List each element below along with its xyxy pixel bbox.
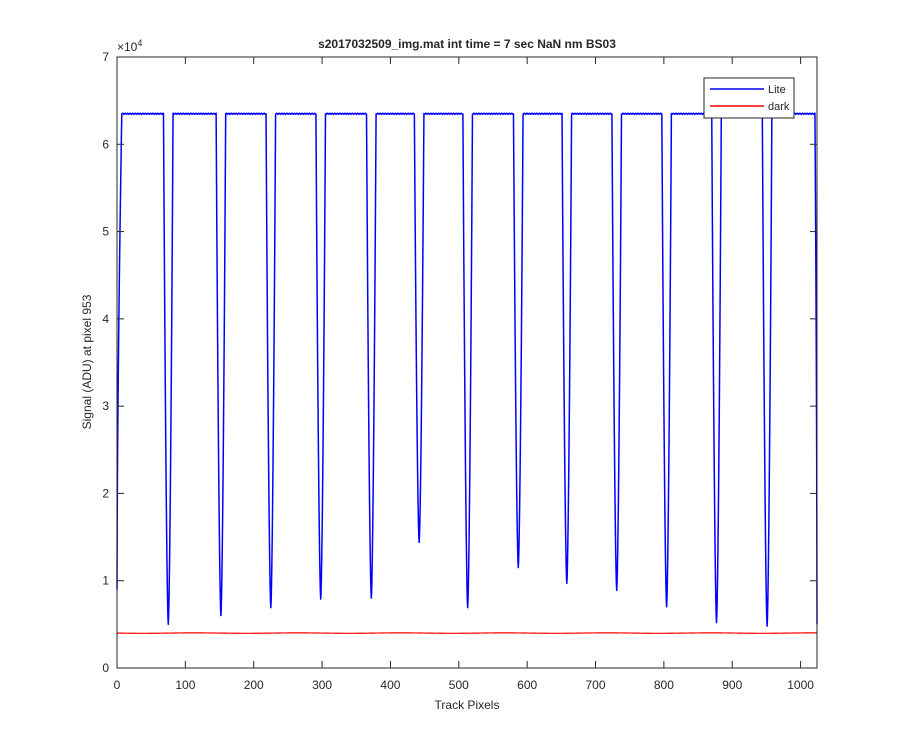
y-exponent-power: 4 (137, 38, 142, 48)
y-axis-label: Signal (ADU) at pixel 953 (80, 294, 94, 429)
x-tick-label: 1000 (787, 678, 814, 692)
y-tick-label: 5 (102, 225, 109, 239)
y-tick-label: 1 (102, 574, 109, 588)
x-tick-label: 800 (654, 678, 674, 692)
y-tick-label: 6 (102, 137, 109, 151)
y-tick-label: 2 (102, 486, 109, 500)
y-tick-label: 7 (102, 50, 109, 64)
legend-label-dark: dark (768, 101, 790, 113)
x-tick-label: 500 (449, 678, 469, 692)
axes-box (116, 56, 818, 669)
x-tick-label: 0 (114, 678, 121, 692)
y-tick-labels: 0 1 2 3 4 5 6 7 (102, 50, 109, 675)
y-tick-label: 4 (102, 312, 109, 326)
x-axis-label: Track Pixels (435, 698, 500, 712)
legend-box (703, 77, 795, 119)
x-tick-label: 400 (380, 678, 400, 692)
chart-title: s2017032509_img.mat int time = 7 sec NaN… (318, 37, 616, 51)
x-tick-label: 100 (175, 678, 195, 692)
x-tick-label: 300 (312, 678, 332, 692)
y-axis-exponent: ×104 (117, 38, 142, 54)
legend: Lite dark (703, 77, 795, 119)
series-layer (116, 112, 818, 634)
y-tick-label: 3 (102, 399, 109, 413)
x-tick-label: 700 (586, 678, 606, 692)
series-line-lite (116, 112, 818, 627)
y-exponent-base: ×10 (117, 40, 138, 54)
x-tick-label: 200 (244, 678, 264, 692)
plot-area (116, 56, 818, 669)
y-tick-label: 0 (102, 661, 109, 675)
x-tick-label: 900 (722, 678, 742, 692)
x-tick-labels: 0 100 200 300 400 500 600 700 800 900 1000 (114, 678, 815, 692)
legend-label-lite: Lite (768, 84, 786, 96)
x-tick-label: 600 (517, 678, 537, 692)
